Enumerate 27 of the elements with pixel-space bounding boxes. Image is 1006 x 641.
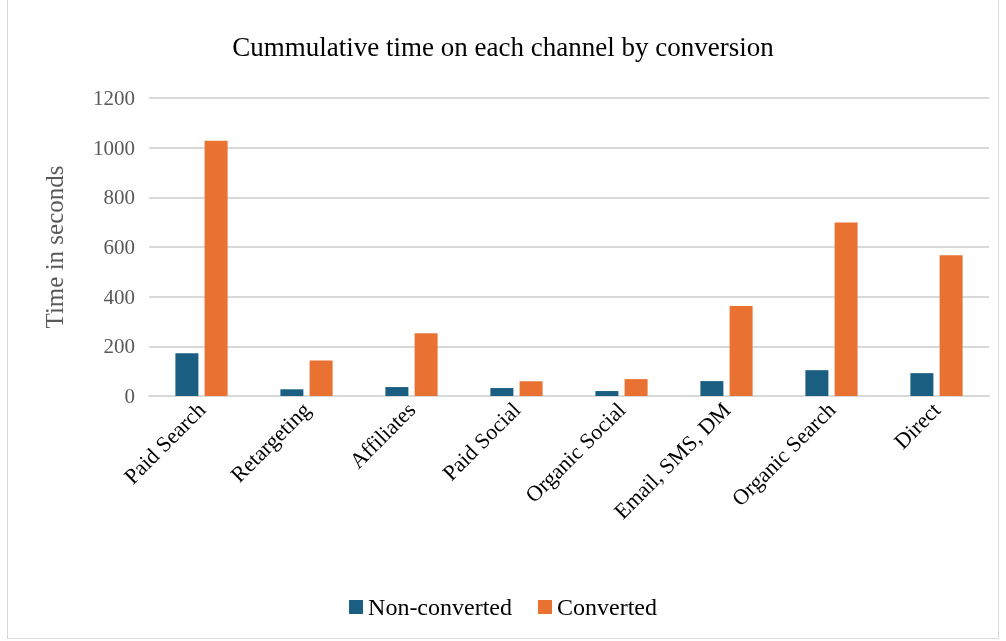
bar [414,333,438,396]
chart-title: Cummulative time on each channel by conversion [232,31,775,62]
bar [204,140,228,396]
y-tick-label: 400 [103,284,135,309]
legend-label: Non-converted [368,594,512,620]
bar [519,381,543,396]
bar [595,391,619,396]
bar [280,389,304,396]
y-tick-label: 600 [103,235,135,259]
bar [805,370,829,396]
bar [910,373,934,396]
bar [939,255,963,396]
bar [309,360,333,396]
y-axis-title: Time in seconds [41,165,68,329]
y-tick-label: 1000 [93,135,135,160]
bar [624,379,648,396]
y-tick-label: 200 [103,334,135,359]
bar [385,387,409,396]
bar [729,306,753,396]
bar [834,222,858,396]
bar [175,353,199,396]
bar [700,381,724,396]
legend-label: Converted [556,594,657,620]
y-tick-label: 0 [124,384,135,408]
y-tick-label: 800 [103,185,135,210]
bar [490,388,514,396]
y-tick-label: 1200 [93,86,135,110]
